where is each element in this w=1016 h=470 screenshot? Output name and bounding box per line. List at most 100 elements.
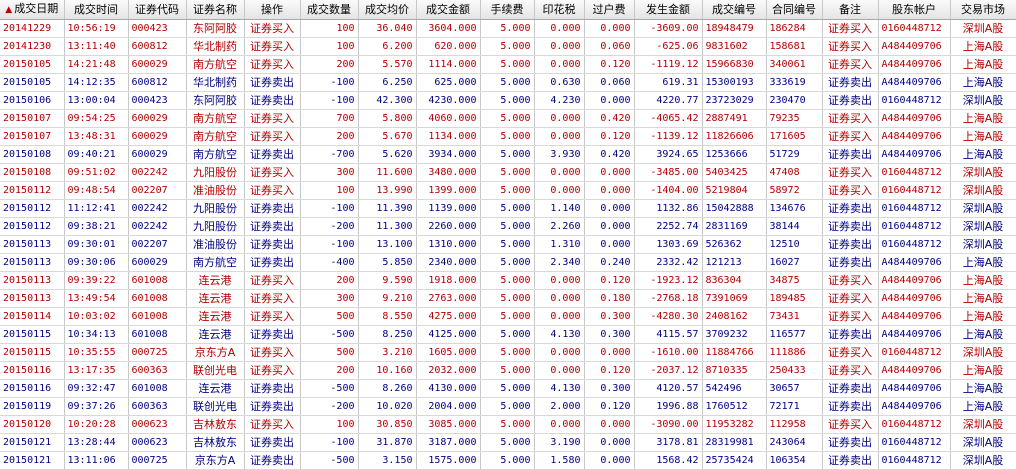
table-row[interactable]: 20150106 13:00:04 000423 东阿阿胶 证券卖出 -100 42.300…	[0, 91, 1016, 110]
cell-stamp-tax: 3.190	[534, 433, 585, 452]
cell-trade-date: 20150105	[0, 73, 65, 92]
cell-avg-price: 6.250	[358, 73, 417, 92]
table-row[interactable]: 20150116 13:17:35 600363 联创光电 证券买入 200 10.160 2…	[0, 361, 1016, 380]
table-row[interactable]: 20150112 09:38:21 002242 九阳股份 证券卖出 -200 11.300…	[0, 217, 1016, 236]
column-header-transfer-fee[interactable]: 过户费	[584, 0, 635, 20]
cell-avg-price: 36.040	[358, 19, 417, 38]
cell-net-amount: 2332.42	[634, 253, 703, 272]
cell-trade-amount: 4130.000	[416, 379, 481, 398]
table-row[interactable]: 20150112 11:12:41 002242 九阳股份 证券卖出 -100 11.390…	[0, 199, 1016, 218]
table-row[interactable]: 20150108 09:40:21 600029 南方航空 证券卖出 -700 5.620 3…	[0, 145, 1016, 164]
column-header-label: 成交日期	[14, 2, 59, 15]
sort-ascending-icon[interactable]: ▲	[5, 5, 13, 15]
cell-trade-quantity: -500	[300, 451, 359, 470]
table-header-row: ▲ 成交日期 成交时间 证券代码 证券名称 操作 成交数量 成交均价 成交金额 手续费 印花税 过户费…	[0, 0, 1016, 20]
column-header-operation[interactable]: 操作	[244, 0, 301, 20]
cell-market: 上海A股	[950, 271, 1016, 290]
column-header-label: 手续费	[490, 3, 524, 16]
cell-contract-number: 12510	[766, 235, 823, 254]
cell-market: 上海A股	[950, 361, 1016, 380]
cell-shareholder-account: A484409706	[878, 37, 951, 56]
table-row[interactable]: 20150105 14:21:48 600029 南方航空 证券买入 200 5.570 11…	[0, 55, 1016, 74]
cell-transfer-fee: 0.000	[584, 217, 635, 236]
column-header-trade-quantity[interactable]: 成交数量	[300, 0, 359, 20]
cell-trade-time: 09:54:25	[64, 109, 129, 128]
cell-trade-amount: 1139.000	[416, 199, 481, 218]
column-header-contract-number[interactable]: 合同编号	[766, 0, 823, 20]
cell-shareholder-account: 0160448712	[878, 217, 951, 236]
column-header-trade-time[interactable]: 成交时间	[64, 0, 129, 20]
column-header-net-amount[interactable]: 发生金额	[634, 0, 703, 20]
table-row[interactable]: 20150107 09:54:25 600029 南方航空 证券买入 700 5.800 40…	[0, 109, 1016, 128]
cell-trade-number: 11884766	[702, 343, 767, 362]
table-row[interactable]: 20150121 13:11:06 000725 京东方A 证券卖出 -500 3.150 1…	[0, 451, 1016, 470]
column-header-market[interactable]: 交易市场	[950, 0, 1016, 20]
cell-market: 深圳A股	[950, 235, 1016, 254]
cell-trade-number: 25735424	[702, 451, 767, 470]
cell-stamp-tax: 0.000	[534, 415, 585, 434]
table-row[interactable]: 20150108 09:51:02 002242 九阳股份 证券买入 300 11.600 3…	[0, 163, 1016, 182]
cell-transfer-fee: 0.300	[584, 307, 635, 326]
cell-security-name: 京东方A	[186, 451, 245, 470]
cell-contract-number: 116577	[766, 325, 823, 344]
cell-trade-quantity: -200	[300, 397, 359, 416]
table-row[interactable]: 20150113 09:30:01 002207 准油股份 证券卖出 -100 13.100…	[0, 235, 1016, 254]
cell-contract-number: 106354	[766, 451, 823, 470]
column-header-label: 合同编号	[772, 3, 816, 16]
table-row[interactable]: 20150113 13:49:54 601008 连云港 证券买入 300 9.210 276…	[0, 289, 1016, 308]
column-header-commission[interactable]: 手续费	[480, 0, 535, 20]
cell-trade-quantity: 200	[300, 271, 359, 290]
cell-shareholder-account: 0160448712	[878, 163, 951, 182]
cell-commission: 5.000	[480, 379, 535, 398]
cell-trade-date: 20150112	[0, 217, 65, 236]
table-row[interactable]: 20150116 09:32:47 601008 连云港 证券卖出 -500 8.260 41…	[0, 379, 1016, 398]
table-row[interactable]: 20150121 13:28:44 000623 吉林敖东 证券卖出 -100 31.870…	[0, 433, 1016, 452]
table-row[interactable]: 20141230 13:11:40 600812 华北制药 证券买入 100 6.200 62…	[0, 37, 1016, 56]
column-header-security-code[interactable]: 证券代码	[128, 0, 187, 20]
cell-operation: 证券卖出	[244, 73, 301, 92]
column-header-trade-number[interactable]: 成交编号	[702, 0, 767, 20]
cell-net-amount: -1119.12	[634, 55, 703, 74]
table-row[interactable]: 20150115 10:35:55 000725 京东方A 证券买入 500 3.210 16…	[0, 343, 1016, 362]
cell-shareholder-account: A484409706	[878, 289, 951, 308]
table-row[interactable]: 20150105 14:12:35 600812 华北制药 证券卖出 -100 6.250 6…	[0, 73, 1016, 92]
column-header-remark[interactable]: 备注	[822, 0, 879, 20]
cell-shareholder-account: 0160448712	[878, 199, 951, 218]
table-row[interactable]: 20150120 10:20:28 000623 吉林敖东 证券买入 100 30.850 3…	[0, 415, 1016, 434]
table-row[interactable]: 20150107 13:48:31 600029 南方航空 证券买入 200 5.670 11…	[0, 127, 1016, 146]
cell-contract-number: 340061	[766, 55, 823, 74]
cell-avg-price: 10.160	[358, 361, 417, 380]
cell-shareholder-account: A484409706	[878, 361, 951, 380]
table-row[interactable]: 20150113 09:30:06 600029 南方航空 证券卖出 -400 5.850 2…	[0, 253, 1016, 272]
cell-net-amount: -2037.12	[634, 361, 703, 380]
cell-operation: 证券买入	[244, 361, 301, 380]
cell-market: 上海A股	[950, 379, 1016, 398]
cell-security-name: 南方航空	[186, 145, 245, 164]
cell-market: 上海A股	[950, 55, 1016, 74]
cell-net-amount: -1610.00	[634, 343, 703, 362]
table-row[interactable]: 20150114 10:03:02 601008 连云港 证券买入 500 8.550 427…	[0, 307, 1016, 326]
cell-market: 上海A股	[950, 127, 1016, 146]
cell-transfer-fee: 0.120	[584, 55, 635, 74]
cell-stamp-tax: 0.000	[534, 271, 585, 290]
table-row[interactable]: 20150115 10:34:13 601008 连云港 证券卖出 -500 8.250 41…	[0, 325, 1016, 344]
table-row[interactable]: 20150113 09:39:22 601008 连云港 证券买入 200 9.590 191…	[0, 271, 1016, 290]
cell-net-amount: 4115.57	[634, 325, 703, 344]
cell-operation: 证券卖出	[244, 145, 301, 164]
cell-transfer-fee: 0.000	[584, 199, 635, 218]
column-header-trade-date[interactable]: ▲ 成交日期	[0, 0, 65, 20]
column-header-stamp-tax[interactable]: 印花税	[534, 0, 585, 20]
table-row[interactable]: 20141229 10:56:19 000423 东阿阿胶 证券买入 100 36.040 3…	[0, 19, 1016, 38]
column-header-security-name[interactable]: 证券名称	[186, 0, 245, 20]
column-header-trade-amount[interactable]: 成交金额	[416, 0, 481, 20]
cell-stamp-tax: 0.000	[534, 109, 585, 128]
column-header-avg-price[interactable]: 成交均价	[358, 0, 417, 20]
cell-commission: 5.000	[480, 361, 535, 380]
table-row[interactable]: 20150119 09:37:26 600363 联创光电 证券卖出 -200 10.020…	[0, 397, 1016, 416]
cell-trade-date: 20150107	[0, 127, 65, 146]
column-header-shareholder-account[interactable]: 股东帐户	[878, 0, 951, 20]
cell-market: 深圳A股	[950, 415, 1016, 434]
cell-transfer-fee: 0.300	[584, 325, 635, 344]
table-row[interactable]: 20150112 09:48:54 002207 准油股份 证券买入 100 13.990 1…	[0, 181, 1016, 200]
cell-shareholder-account: A484409706	[878, 253, 951, 272]
